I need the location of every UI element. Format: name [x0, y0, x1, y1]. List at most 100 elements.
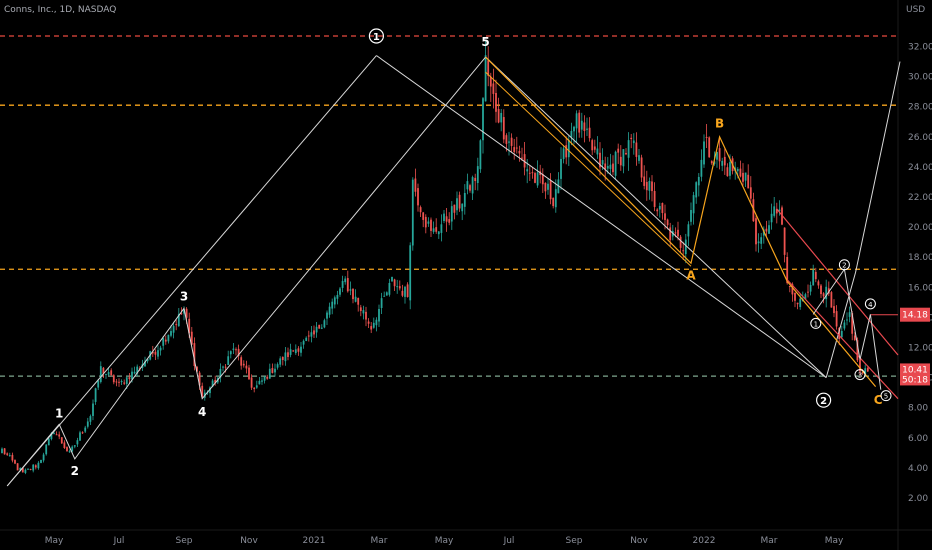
- candle-body: [76, 440, 79, 445]
- candle-body: [830, 292, 833, 308]
- y-tick-label: 22.00: [908, 193, 932, 203]
- wave-label-circle: [880, 390, 892, 402]
- x-tick-label: Mar: [371, 536, 388, 546]
- wave-impulse-line: [6, 56, 486, 487]
- candle-body: [791, 284, 794, 295]
- candle-body: [690, 209, 692, 222]
- candle-body: [534, 173, 536, 183]
- candle-body: [492, 83, 495, 94]
- candle-body: [744, 172, 747, 181]
- candle-body: [463, 192, 466, 207]
- candle-body: [29, 468, 32, 470]
- candle-body: [549, 180, 552, 200]
- candle-body: [294, 349, 297, 354]
- candle-body: [669, 227, 672, 240]
- candle-body: [687, 224, 690, 237]
- x-tick-label: Nov: [630, 536, 648, 546]
- abc-channel-line: [485, 71, 692, 267]
- candle-body: [3, 448, 6, 455]
- wave-label: C: [874, 393, 883, 407]
- candle-body: [432, 228, 435, 232]
- candle-body: [378, 308, 380, 322]
- wave2-decline-line: [376, 55, 827, 379]
- candle-body: [391, 276, 393, 282]
- wave-label: 1: [55, 407, 63, 421]
- y-tick-label: 32.00: [908, 43, 932, 53]
- candle-body: [567, 139, 570, 158]
- candle-body: [435, 227, 438, 232]
- candle-body: [276, 364, 279, 368]
- candle-body: [261, 380, 263, 382]
- candle-body: [8, 455, 11, 457]
- candle-body: [697, 176, 700, 186]
- candle-body: [318, 324, 321, 329]
- candle-body: [554, 189, 557, 208]
- candle-body: [684, 239, 687, 255]
- candle-body: [596, 148, 599, 155]
- candle-body: [219, 368, 222, 378]
- candle-body: [326, 312, 328, 319]
- candle-body: [34, 465, 37, 468]
- x-tick-label: 2021: [303, 536, 326, 546]
- candle-body: [84, 427, 87, 432]
- candle-body: [307, 335, 310, 337]
- candle-body: [703, 141, 705, 165]
- price-marker-box-text: 14.18: [902, 311, 928, 321]
- candle-body: [365, 311, 367, 320]
- candle-body: [357, 297, 360, 305]
- wave-label: 3: [858, 372, 862, 380]
- candle-body: [786, 256, 789, 284]
- candle-body: [796, 302, 799, 305]
- candle-body: [281, 356, 284, 360]
- candle-body: [864, 368, 867, 375]
- candle-body: [162, 338, 165, 346]
- wave-label: 2: [820, 396, 827, 407]
- candle-body: [547, 183, 549, 190]
- candle-body: [110, 370, 113, 375]
- candle-body: [692, 195, 695, 214]
- candle-body: [170, 331, 172, 336]
- candle-body: [21, 467, 24, 473]
- wave-label-circle: [864, 298, 876, 310]
- candle-body: [310, 332, 313, 337]
- candle-body: [461, 203, 464, 212]
- candle-body: [809, 285, 812, 292]
- candle-body: [341, 280, 344, 288]
- candle-body: [89, 416, 92, 422]
- candle-body: [570, 130, 573, 138]
- candle-body: [677, 229, 679, 237]
- candle-body: [157, 350, 159, 357]
- x-tick-label: May: [45, 536, 64, 546]
- candle-body: [593, 146, 596, 150]
- y-tick-label: 2.00: [908, 494, 928, 504]
- candle-body: [866, 367, 869, 372]
- candle-body: [185, 308, 188, 318]
- candle-body: [55, 434, 58, 436]
- candle-body: [73, 445, 76, 447]
- chart-title: Conns, Inc., 1D, NASDAQ: [4, 5, 117, 15]
- candle-body: [736, 168, 739, 172]
- candle-body: [739, 168, 742, 177]
- candle-body: [271, 368, 274, 373]
- candle-body: [591, 140, 594, 151]
- y-tick-label: 6.00: [908, 434, 928, 444]
- candle-body: [53, 433, 55, 435]
- candle-body: [635, 142, 638, 157]
- candle-body: [638, 155, 640, 161]
- candle-body: [409, 245, 412, 301]
- candle-body: [107, 372, 110, 375]
- candle-body: [521, 157, 523, 159]
- candle-body: [552, 197, 555, 207]
- candle-body: [393, 279, 396, 287]
- candle-body: [214, 379, 217, 384]
- wave-label: B: [715, 116, 724, 130]
- candle-body: [851, 313, 854, 334]
- candle-body: [336, 294, 339, 299]
- candle-body: [487, 60, 490, 76]
- candle-body: [125, 377, 128, 384]
- candle-body: [859, 359, 861, 372]
- wave-label-circle: [815, 392, 832, 408]
- candle-body: [484, 55, 487, 102]
